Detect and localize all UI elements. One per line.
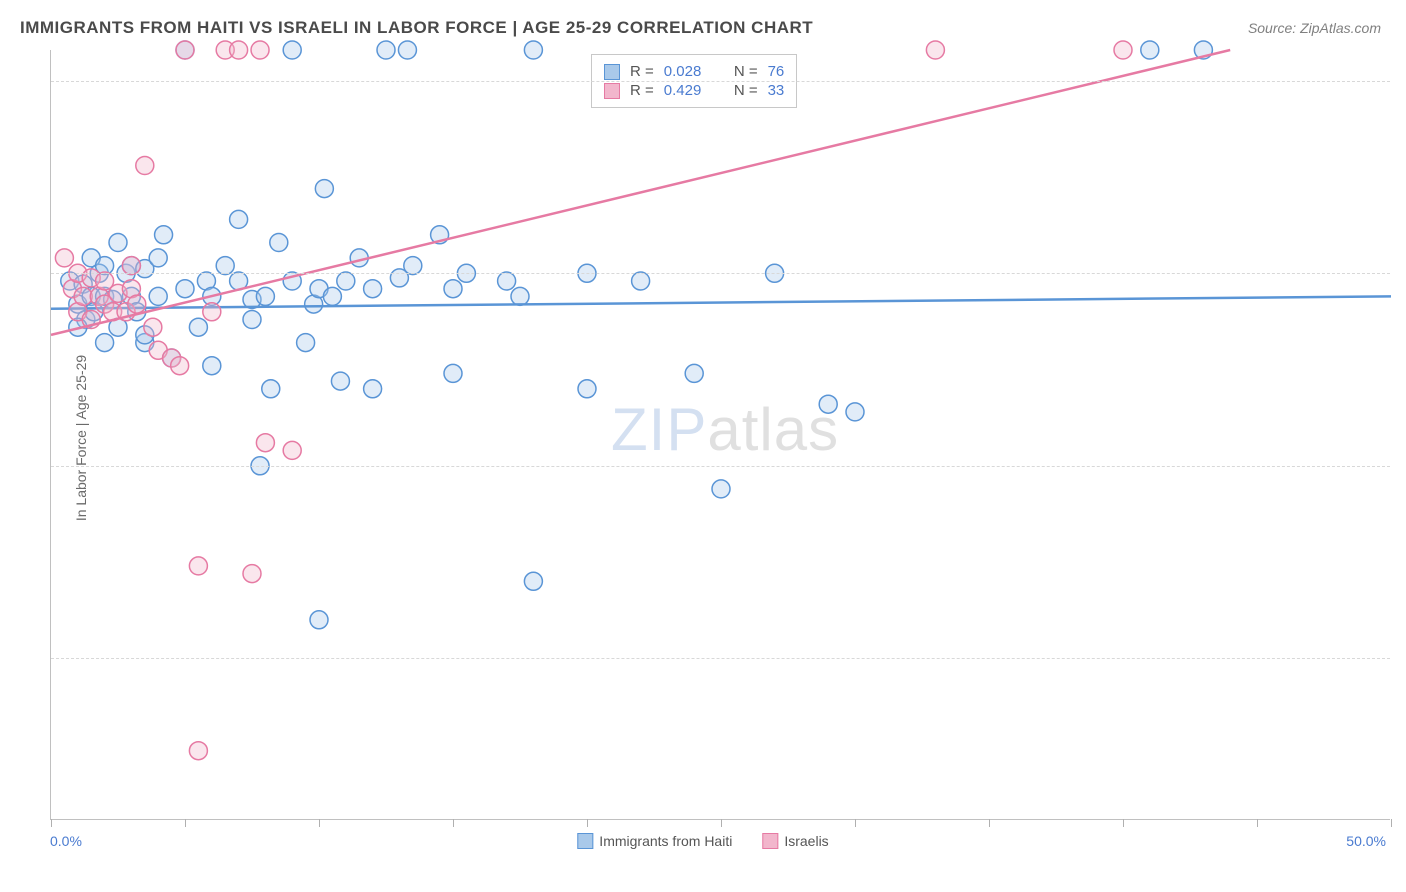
data-point <box>444 364 462 382</box>
data-point <box>189 557 207 575</box>
data-point <box>685 364 703 382</box>
x-tick <box>51 819 52 827</box>
legend-swatch <box>604 64 620 80</box>
r-value: 0.028 <box>664 63 702 80</box>
data-point <box>176 41 194 59</box>
data-point <box>149 287 167 305</box>
data-point <box>578 380 596 398</box>
legend-label: Israelis <box>784 833 828 849</box>
gridline <box>51 466 1390 467</box>
x-tick <box>319 819 320 827</box>
data-point <box>155 226 173 244</box>
data-point <box>171 357 189 375</box>
x-tick <box>1391 819 1392 827</box>
r-value: 0.429 <box>664 82 702 99</box>
legend-swatch <box>604 83 620 99</box>
data-point <box>144 318 162 336</box>
data-point <box>404 257 422 275</box>
data-point <box>444 280 462 298</box>
x-tick <box>1123 819 1124 827</box>
n-value: 76 <box>768 63 785 80</box>
chart-title: IMMIGRANTS FROM HAITI VS ISRAELI IN LABO… <box>20 18 813 38</box>
data-point <box>122 257 140 275</box>
legend-item: Israelis <box>762 833 828 849</box>
source-attribution: Source: ZipAtlas.com <box>1248 20 1381 36</box>
data-point <box>310 611 328 629</box>
x-axis-max-label: 50.0% <box>1346 833 1386 849</box>
data-point <box>256 287 274 305</box>
data-point <box>55 249 73 267</box>
correlation-row: R = 0.028 N = 76 <box>604 63 784 80</box>
data-point <box>498 272 516 290</box>
x-tick <box>855 819 856 827</box>
data-point <box>819 395 837 413</box>
n-value: 33 <box>768 82 785 99</box>
data-point <box>524 41 542 59</box>
data-point <box>283 441 301 459</box>
data-point <box>109 234 127 252</box>
data-point <box>323 287 341 305</box>
data-point <box>189 742 207 760</box>
data-point <box>1114 41 1132 59</box>
x-tick <box>721 819 722 827</box>
data-point <box>364 280 382 298</box>
data-point <box>846 403 864 421</box>
data-point <box>398 41 416 59</box>
data-point <box>128 295 146 313</box>
data-point <box>364 380 382 398</box>
data-point <box>96 334 114 352</box>
x-tick <box>185 819 186 827</box>
series-legend: Immigrants from Haiti Israelis <box>577 833 828 849</box>
correlation-row: R = 0.429 N = 33 <box>604 82 784 99</box>
data-point <box>331 372 349 390</box>
r-label: R = <box>630 63 654 80</box>
data-point <box>230 41 248 59</box>
data-point <box>243 311 261 329</box>
data-point <box>251 41 269 59</box>
gridline <box>51 273 1390 274</box>
legend-item: Immigrants from Haiti <box>577 833 732 849</box>
data-point <box>136 157 154 175</box>
r-label: R = <box>630 82 654 99</box>
data-point <box>283 41 301 59</box>
data-point <box>256 434 274 452</box>
data-point <box>74 287 92 305</box>
legend-swatch <box>577 833 593 849</box>
data-point <box>203 303 221 321</box>
data-point <box>149 249 167 267</box>
data-point <box>315 180 333 198</box>
data-point <box>297 334 315 352</box>
plot-area: R = 0.028 N = 76R = 0.429 N = 33 ZIPatla… <box>50 50 1390 820</box>
legend-swatch <box>762 833 778 849</box>
data-point <box>216 257 234 275</box>
chart-svg <box>51 50 1390 819</box>
data-point <box>262 380 280 398</box>
data-point <box>926 41 944 59</box>
x-tick <box>587 819 588 827</box>
n-label: N = <box>734 82 758 99</box>
x-axis-min-label: 0.0% <box>50 833 82 849</box>
gridline <box>51 658 1390 659</box>
data-point <box>632 272 650 290</box>
x-tick <box>1257 819 1258 827</box>
data-point <box>243 565 261 583</box>
data-point <box>337 272 355 290</box>
n-label: N = <box>734 63 758 80</box>
data-point <box>203 357 221 375</box>
x-tick <box>989 819 990 827</box>
data-point <box>230 210 248 228</box>
data-point <box>1141 41 1159 59</box>
data-point <box>511 287 529 305</box>
data-point <box>524 572 542 590</box>
data-point <box>377 41 395 59</box>
data-point <box>270 234 288 252</box>
data-point <box>189 318 207 336</box>
x-tick <box>453 819 454 827</box>
data-point <box>176 280 194 298</box>
legend-label: Immigrants from Haiti <box>599 833 732 849</box>
gridline <box>51 81 1390 82</box>
data-point <box>712 480 730 498</box>
